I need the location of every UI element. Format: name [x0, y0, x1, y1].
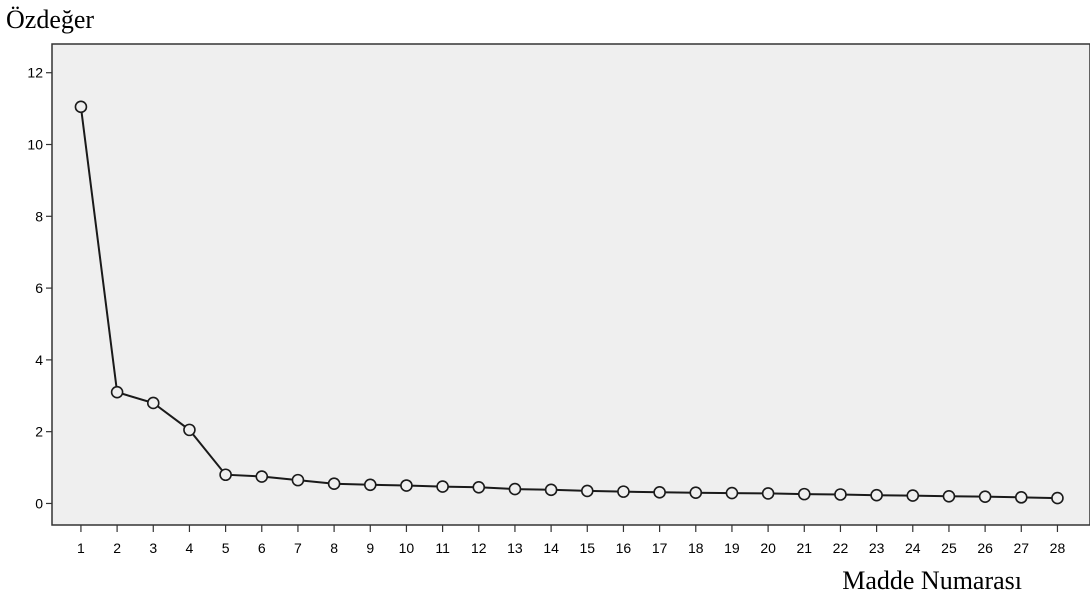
y-tick-label: 6	[35, 280, 43, 296]
plot-area	[51, 43, 1090, 526]
data-point	[472, 481, 486, 494]
x-tick-label: 14	[543, 540, 559, 556]
x-tick-label: 16	[616, 540, 632, 556]
x-tick-label: 3	[149, 540, 157, 556]
y-tick-label: 2	[35, 424, 43, 440]
x-tick-label: 7	[294, 540, 302, 556]
data-point	[942, 489, 956, 503]
data-point	[110, 385, 124, 399]
data-point	[617, 485, 630, 498]
data-point	[508, 482, 522, 496]
data-point	[255, 470, 269, 483]
data-point	[1014, 491, 1028, 504]
x-tick-label: 2	[113, 540, 121, 556]
x-tick-label: 18	[688, 540, 704, 556]
y-axis-label: Özdeğer	[6, 5, 94, 34]
x-tick-label: 22	[833, 540, 849, 556]
y-axis-ticks: 0 2 4 6 8 10 12	[27, 65, 52, 511]
data-point	[291, 473, 305, 487]
data-points	[74, 100, 1064, 505]
x-axis-label: Madde Numarası	[842, 566, 1022, 593]
data-point	[363, 478, 377, 492]
data-point	[834, 488, 847, 501]
data-point	[761, 487, 775, 500]
data-point	[1051, 491, 1064, 505]
data-point	[653, 486, 666, 499]
x-axis-ticks: 1 2 3 4 5 6 7 8 9 10 11 12 13 14 15 16 17 18 19 20 21 22 23 24 2…	[77, 525, 1065, 556]
x-tick-label: 20	[760, 540, 776, 556]
data-point	[146, 396, 160, 410]
x-tick-label: 12	[471, 540, 487, 556]
data-point	[689, 486, 703, 499]
x-tick-label: 1	[77, 540, 85, 556]
data-point	[219, 468, 232, 482]
data-point	[870, 488, 883, 502]
series-line	[79, 106, 1058, 500]
y-tick-label: 4	[35, 352, 43, 368]
x-tick-label: 28	[1050, 540, 1066, 556]
data-point	[436, 480, 449, 493]
data-point	[906, 489, 920, 502]
y-tick-label: 0	[35, 495, 43, 511]
x-tick-label: 11	[435, 540, 450, 556]
data-point	[725, 486, 739, 500]
data-point	[327, 477, 341, 491]
x-tick-label: 17	[652, 540, 668, 556]
x-tick-label: 19	[724, 540, 740, 556]
data-point	[74, 100, 88, 114]
data-point	[797, 487, 811, 501]
x-tick-label: 4	[186, 540, 194, 556]
x-tick-label: 8	[330, 540, 338, 556]
x-tick-label: 27	[1013, 540, 1029, 556]
x-tick-label: 25	[941, 540, 957, 556]
data-point	[544, 483, 558, 497]
y-tick-label: 12	[27, 65, 43, 81]
x-tick-label: 26	[977, 540, 993, 556]
x-tick-label: 10	[399, 540, 415, 556]
x-tick-label: 24	[905, 540, 921, 556]
x-tick-label: 21	[796, 540, 812, 556]
y-tick-label: 8	[35, 208, 43, 224]
x-tick-label: 6	[258, 540, 266, 556]
data-point	[978, 490, 992, 503]
data-point	[183, 423, 196, 437]
x-tick-label: 5	[222, 540, 230, 556]
x-tick-label: 9	[366, 540, 374, 556]
x-tick-label: 15	[579, 540, 595, 556]
x-tick-label: 13	[507, 540, 523, 556]
data-point	[400, 479, 413, 492]
x-tick-label: 23	[869, 540, 885, 556]
y-tick-label: 10	[27, 137, 43, 153]
data-point	[580, 484, 594, 498]
